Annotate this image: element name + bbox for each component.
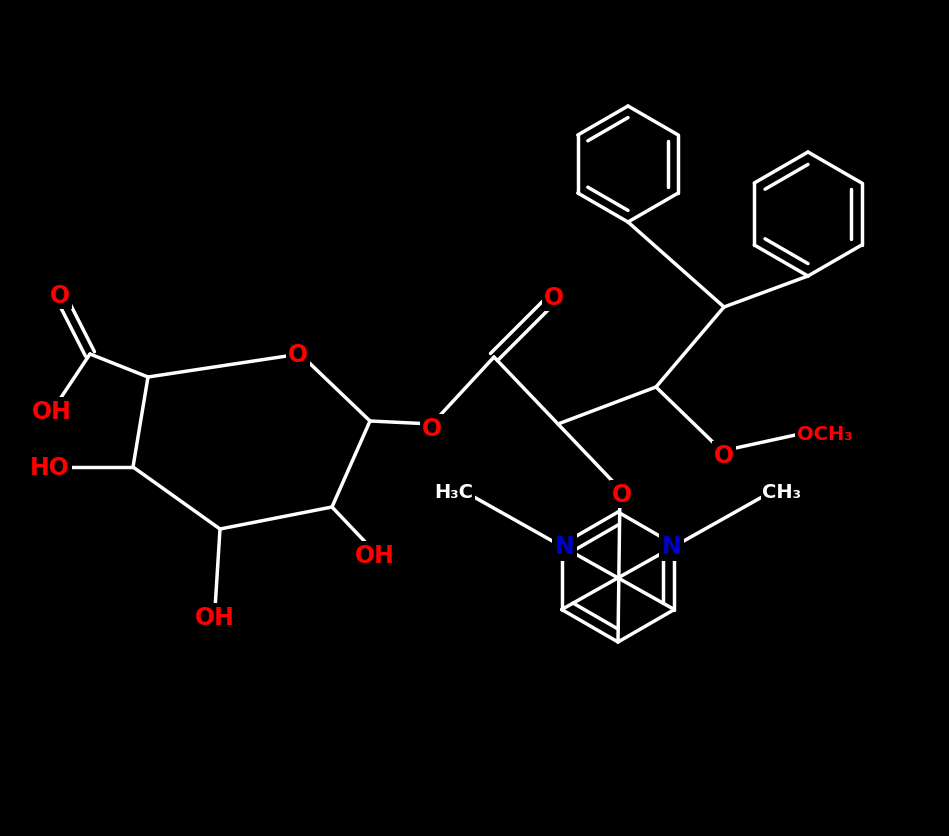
Text: O: O	[50, 283, 70, 308]
Text: O: O	[544, 286, 564, 309]
Text: O: O	[612, 482, 632, 507]
Text: OH: OH	[32, 400, 72, 424]
Text: OH: OH	[195, 605, 235, 630]
Text: O: O	[714, 443, 735, 467]
Text: OH: OH	[355, 543, 395, 568]
Text: N: N	[661, 535, 681, 558]
Text: O: O	[288, 343, 308, 366]
Text: N: N	[555, 535, 574, 558]
Text: OCH₃: OCH₃	[797, 425, 853, 444]
Text: HO: HO	[30, 456, 70, 479]
Text: H₃C: H₃C	[435, 483, 474, 502]
Text: O: O	[422, 416, 442, 441]
Text: CH₃: CH₃	[762, 483, 802, 502]
